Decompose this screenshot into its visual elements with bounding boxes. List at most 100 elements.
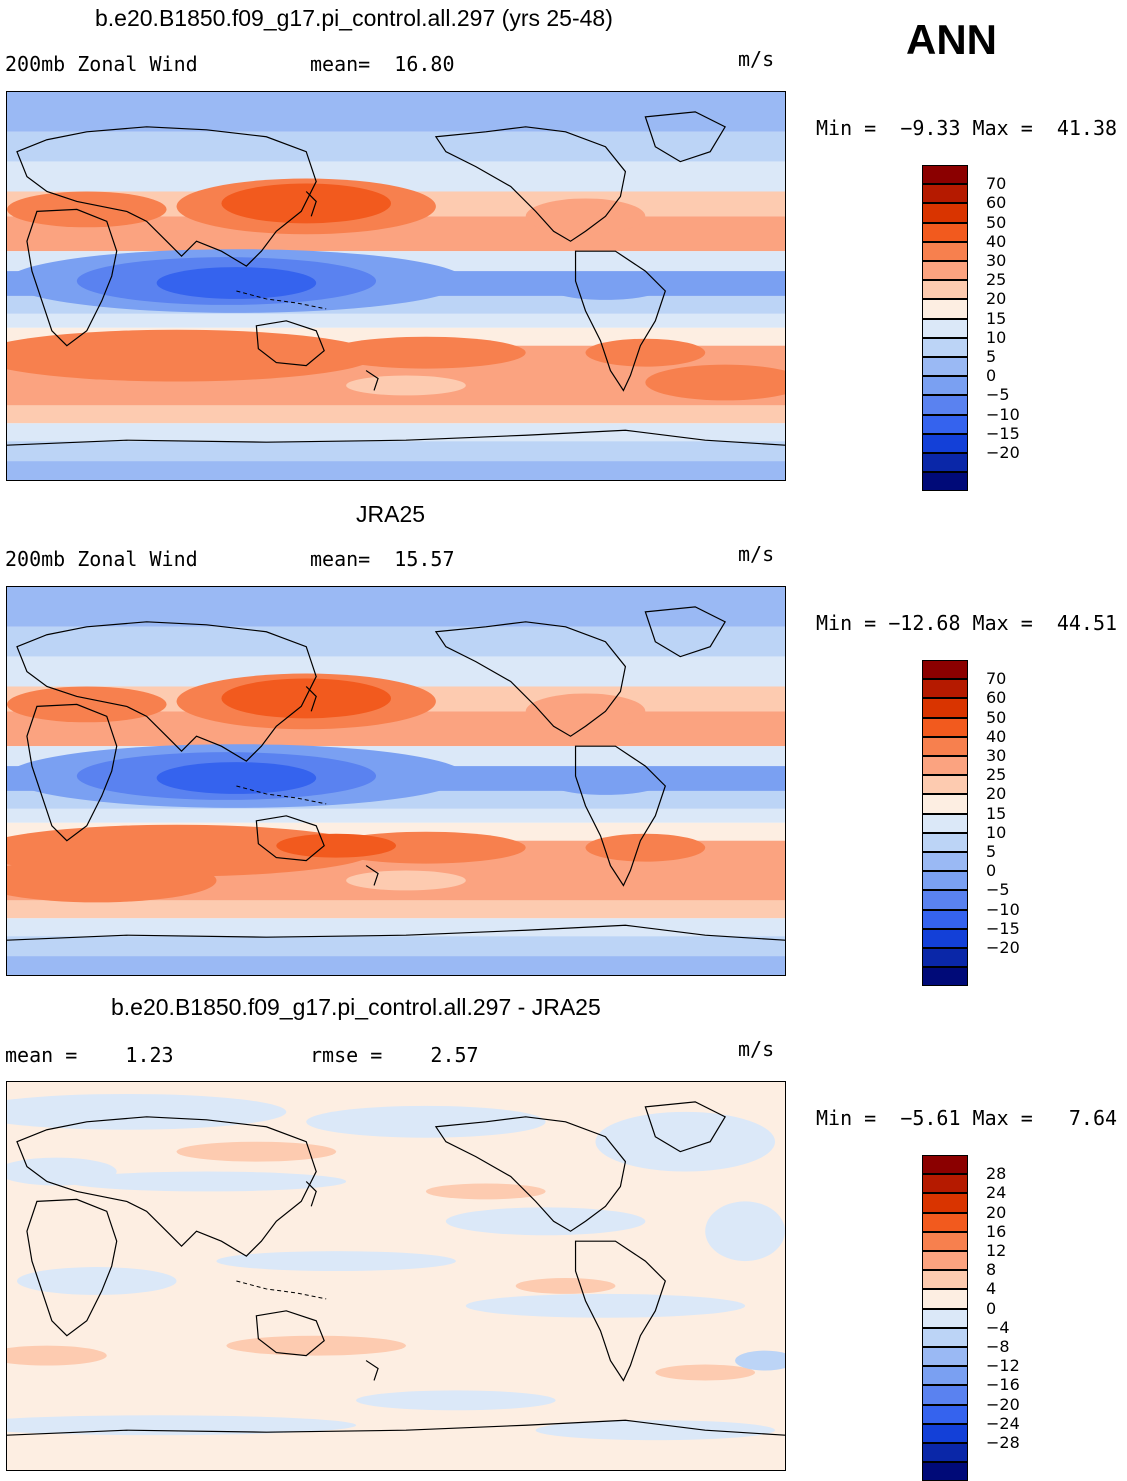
panel-2-units: m/s	[738, 542, 775, 566]
colorbar-label: 50	[986, 212, 1007, 232]
coastline	[644, 1101, 726, 1153]
colorbar-swatch	[922, 280, 968, 300]
colorbar-label: −20	[986, 1394, 1020, 1414]
panel-2-colorbar: 70 60 50 40 30 25 20 15 10 5 0 −5 −10 −15 −20	[922, 660, 1020, 987]
colorbar-label: 30	[986, 746, 1007, 765]
contour-band	[7, 423, 785, 442]
colorbar-label: 40	[986, 726, 1007, 746]
panel-2-title: JRA25	[356, 501, 426, 527]
coastline	[26, 1198, 118, 1337]
contour-region	[221, 678, 392, 719]
colorbar-swatch	[922, 395, 968, 415]
colorbar-label: 25	[986, 765, 1007, 785]
panel-3-colorbar: 28 24 20 16 12 8 4 0 −4 −8 −12 −16 −20 −24 −28	[922, 1155, 1020, 1481]
colorbar-label: −20	[986, 443, 1020, 462]
contour-region	[465, 1293, 746, 1318]
contour-region	[585, 338, 706, 367]
colorbar-label: −10	[986, 404, 1020, 424]
coastline	[255, 815, 325, 862]
contour-band	[7, 131, 785, 162]
colorbar-label: 28	[986, 1164, 1007, 1184]
contour-band	[7, 900, 785, 919]
colorbar-label: 15	[986, 803, 1007, 823]
colorbar-swatch	[922, 414, 968, 434]
colorbar-swatch	[922, 222, 968, 242]
colorbar-swatch	[922, 813, 968, 833]
coastline	[434, 1116, 627, 1232]
colorbar-swatch	[922, 376, 968, 396]
contour-region	[545, 272, 666, 300]
contour-region	[156, 762, 317, 794]
coastline	[26, 703, 118, 842]
contour-band	[7, 808, 785, 823]
contour-region	[176, 1141, 337, 1162]
colorbar-label: 10	[986, 822, 1007, 842]
colorbar-swatch	[922, 1289, 968, 1309]
colorbar-label: 0	[986, 861, 997, 881]
contour-band	[7, 918, 785, 937]
contour-region	[7, 191, 167, 228]
contour-band	[7, 313, 785, 328]
colorbar-label: −4	[986, 1317, 1010, 1337]
coastline	[574, 250, 666, 392]
contour-region	[7, 1415, 357, 1436]
panel-1-title: b.e20.B1850.f09_g17.pi_control.all.297 (…	[95, 5, 613, 31]
contour-region	[7, 1157, 117, 1186]
colorbar-label: 25	[986, 270, 1007, 290]
coastline	[365, 865, 379, 886]
contour-region	[535, 1420, 776, 1441]
panel-1-colorbar: 70 60 50 40 30 25 20 15 10 5 0 −5 −10 −15 −20	[922, 165, 1020, 492]
colorbar-label: 30	[986, 251, 1007, 270]
colorbar-swatch	[922, 832, 968, 852]
colorbar-swatch	[922, 357, 968, 377]
panel-2-contour-plot	[7, 587, 785, 975]
colorbar-label: −20	[986, 938, 1020, 957]
colorbar-label: 10	[986, 327, 1007, 347]
colorbar-swatch	[922, 1193, 968, 1213]
colorbar-swatch	[922, 261, 968, 281]
panel-3-rmse: rmse = 2.57	[310, 1043, 479, 1067]
colorbar-label: 16	[986, 1221, 1007, 1241]
coastline	[574, 745, 666, 887]
colorbar-label: −16	[986, 1375, 1020, 1395]
contour-region	[221, 183, 392, 224]
colorbar-swatch	[922, 756, 968, 776]
coastline	[574, 1240, 666, 1382]
colorbar-swatch	[922, 698, 968, 718]
colorbar-swatch	[922, 318, 968, 338]
coastline	[236, 785, 327, 805]
colorbar-label: −15	[986, 918, 1020, 938]
contour-region	[326, 336, 526, 369]
coastline	[7, 924, 785, 941]
colorbar-label: 70	[986, 669, 1007, 689]
colorbar-swatch	[922, 852, 968, 872]
panel-2-variable: 200mb Zonal Wind	[5, 547, 198, 571]
contour-region	[7, 858, 217, 903]
coastline	[16, 126, 317, 267]
colorbar-label: −28	[986, 1433, 1020, 1452]
contour-band	[7, 405, 785, 424]
colorbar-label: −5	[986, 385, 1010, 405]
season-label: ANN	[906, 16, 997, 63]
contour-band	[7, 461, 785, 480]
colorbar-label: 60	[986, 688, 1007, 708]
panel-3-units: m/s	[738, 1037, 775, 1061]
coastline	[255, 320, 325, 367]
colorbar-label: 20	[986, 289, 1007, 309]
colorbar-swatch	[922, 909, 968, 929]
panel-1-variable: 200mb Zonal Wind	[5, 52, 198, 76]
panel-3-contour-plot	[7, 1082, 785, 1470]
colorbar-label: 70	[986, 174, 1007, 194]
contour-region	[585, 833, 706, 862]
colorbar-swatch	[922, 453, 968, 473]
coastline	[7, 1419, 785, 1436]
contour-band	[7, 936, 785, 957]
colorbar-swatch	[922, 967, 968, 987]
contour-region	[346, 870, 466, 891]
coastline	[434, 621, 627, 737]
colorbar-label: −24	[986, 1413, 1020, 1433]
panel-1-map	[6, 91, 786, 481]
colorbar-label: −15	[986, 423, 1020, 443]
coastline	[305, 686, 317, 712]
contour-region	[425, 1183, 546, 1200]
